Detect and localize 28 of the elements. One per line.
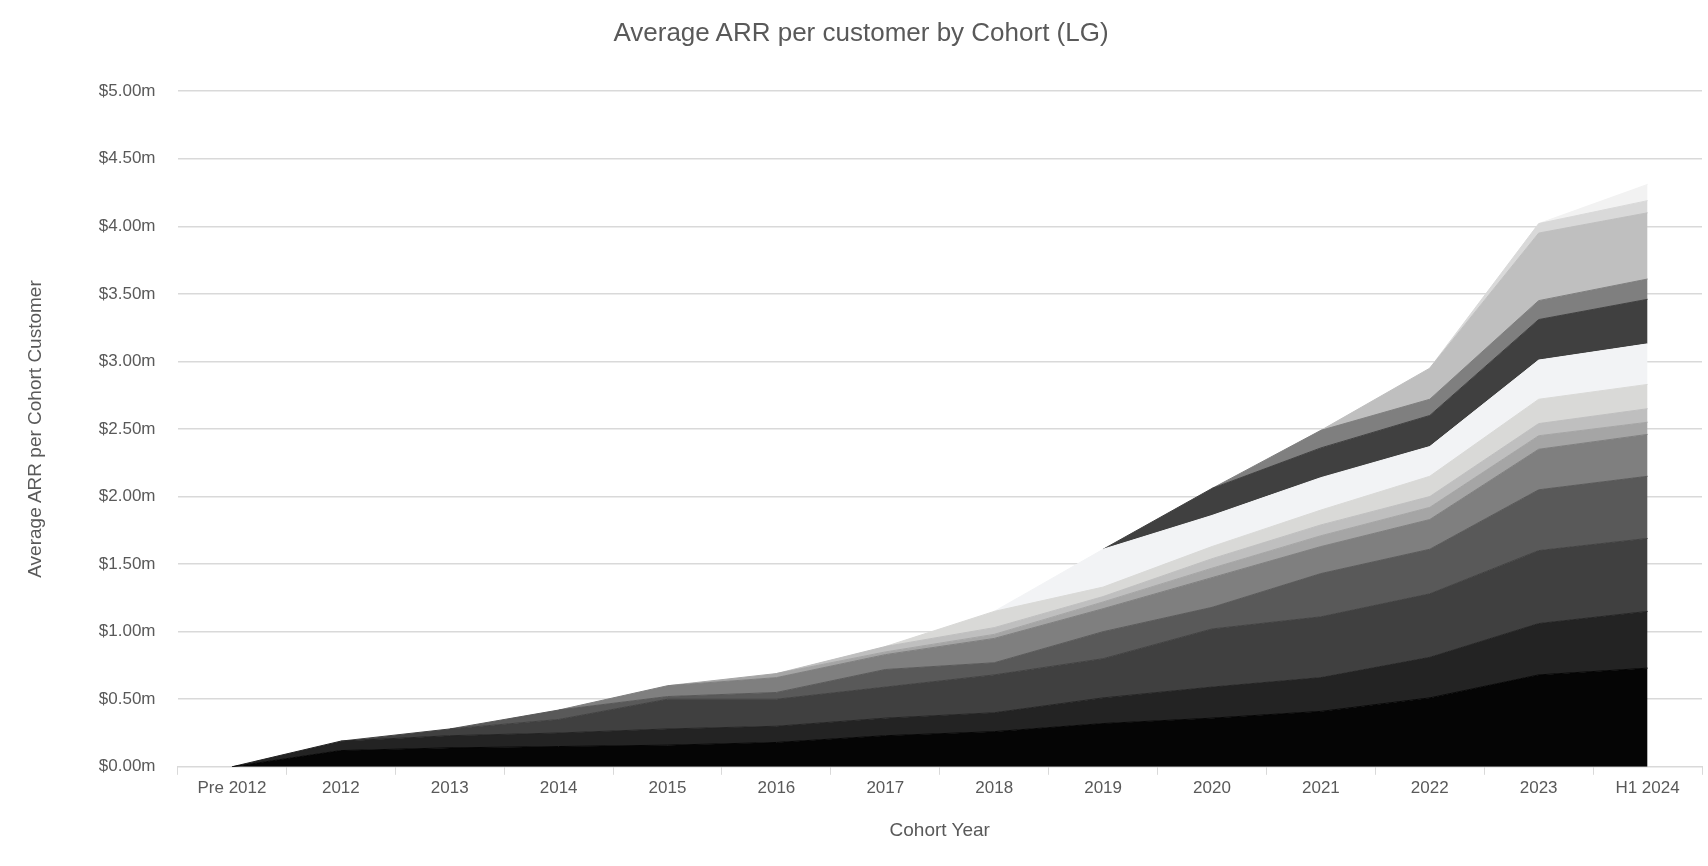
y-tick-label: $1.00m: [98, 621, 156, 641]
x-tick-label: 2020: [1193, 777, 1231, 797]
x-tick-label: 2021: [1301, 777, 1340, 797]
y-tick-label: $3.50m: [98, 283, 156, 303]
x-tick-label: 2016: [757, 777, 796, 797]
y-tick-label: $4.00m: [98, 216, 156, 236]
y-tick-label: $2.00m: [98, 486, 156, 506]
x-tick-label: 2012: [321, 777, 360, 797]
x-axis-title: Cohort Year: [889, 818, 991, 840]
y-tick-label: $5.00m: [98, 80, 156, 100]
x-tick-label: 2017: [866, 777, 905, 797]
x-tick-label: 2013: [430, 777, 469, 797]
x-tick-label: 2019: [1084, 777, 1122, 797]
y-axis-title: Average ARR per Cohort Customer: [23, 279, 45, 578]
x-tick-label: 2018: [975, 777, 1014, 797]
y-tick-label: $4.50m: [98, 148, 156, 168]
x-tick-label: Pre 2012: [197, 777, 267, 797]
y-tick-label: $3.00m: [98, 351, 156, 371]
x-tick-label: H1 2024: [1615, 777, 1680, 797]
chart-title: Average ARR per customer by Cohort (LG): [613, 16, 1109, 47]
x-tick-label: 2014: [539, 777, 578, 797]
y-tick-label: $1.50m: [98, 553, 156, 573]
y-tick-label: $2.50m: [98, 418, 156, 438]
x-tick-label: 2015: [648, 777, 687, 797]
y-tick-label: $0.50m: [98, 688, 156, 708]
x-tick-label: 2023: [1519, 777, 1558, 797]
x-tick-label: 2022: [1410, 777, 1449, 797]
y-tick-label: $0.00m: [98, 756, 156, 776]
